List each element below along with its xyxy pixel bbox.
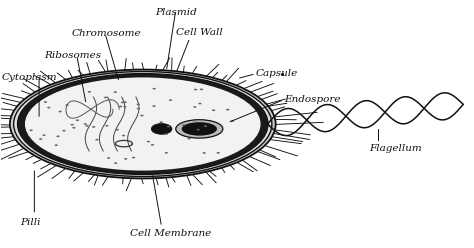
Ellipse shape xyxy=(104,97,107,98)
Ellipse shape xyxy=(88,91,91,93)
Ellipse shape xyxy=(217,152,220,154)
Ellipse shape xyxy=(193,106,197,108)
Text: Flagellum: Flagellum xyxy=(369,144,422,153)
Ellipse shape xyxy=(116,129,119,131)
Ellipse shape xyxy=(153,88,156,90)
Ellipse shape xyxy=(123,106,127,108)
Ellipse shape xyxy=(18,73,268,175)
Ellipse shape xyxy=(226,109,229,111)
Ellipse shape xyxy=(151,144,154,146)
Ellipse shape xyxy=(72,127,75,129)
Ellipse shape xyxy=(92,126,95,128)
Ellipse shape xyxy=(58,111,62,112)
Ellipse shape xyxy=(182,124,185,126)
Ellipse shape xyxy=(85,125,89,127)
Ellipse shape xyxy=(200,89,203,90)
Ellipse shape xyxy=(122,135,125,136)
Ellipse shape xyxy=(114,91,117,93)
Text: Cell Membrane: Cell Membrane xyxy=(130,229,212,238)
Ellipse shape xyxy=(212,109,215,111)
Text: Ribosomes: Ribosomes xyxy=(44,51,101,60)
Ellipse shape xyxy=(169,99,172,101)
Ellipse shape xyxy=(176,120,223,138)
Ellipse shape xyxy=(132,157,135,158)
Text: Plasmid: Plasmid xyxy=(155,7,197,17)
Ellipse shape xyxy=(204,125,207,127)
Text: Capsule: Capsule xyxy=(256,69,298,78)
Text: Cell Wall: Cell Wall xyxy=(176,28,223,37)
Ellipse shape xyxy=(124,101,127,103)
Ellipse shape xyxy=(140,115,144,116)
Ellipse shape xyxy=(47,107,50,108)
Ellipse shape xyxy=(147,141,150,142)
Ellipse shape xyxy=(197,129,200,130)
Ellipse shape xyxy=(114,162,118,164)
Ellipse shape xyxy=(137,108,140,109)
Text: Endospore: Endospore xyxy=(284,95,341,104)
Ellipse shape xyxy=(71,124,74,125)
Text: Chromosome: Chromosome xyxy=(72,29,142,38)
Ellipse shape xyxy=(124,158,128,160)
Ellipse shape xyxy=(198,103,201,104)
Ellipse shape xyxy=(107,157,110,159)
Ellipse shape xyxy=(182,122,217,136)
Ellipse shape xyxy=(121,102,124,103)
Ellipse shape xyxy=(187,138,191,139)
Ellipse shape xyxy=(193,121,196,123)
Ellipse shape xyxy=(167,126,170,127)
Ellipse shape xyxy=(119,106,122,107)
Ellipse shape xyxy=(105,125,109,127)
Ellipse shape xyxy=(39,138,42,140)
Ellipse shape xyxy=(202,152,206,154)
Ellipse shape xyxy=(55,144,58,146)
Ellipse shape xyxy=(164,133,168,135)
Ellipse shape xyxy=(194,89,197,91)
Ellipse shape xyxy=(56,135,60,137)
Ellipse shape xyxy=(62,130,65,131)
Ellipse shape xyxy=(84,123,87,125)
Ellipse shape xyxy=(164,152,168,154)
Text: Cytoplasm: Cytoplasm xyxy=(1,73,57,82)
Ellipse shape xyxy=(42,134,46,136)
Ellipse shape xyxy=(137,103,140,105)
Ellipse shape xyxy=(65,104,69,106)
Ellipse shape xyxy=(44,101,47,103)
Ellipse shape xyxy=(151,124,172,134)
Ellipse shape xyxy=(10,69,276,179)
Ellipse shape xyxy=(95,139,99,141)
Ellipse shape xyxy=(152,105,155,107)
Ellipse shape xyxy=(76,119,79,121)
Text: Pilli: Pilli xyxy=(20,217,41,227)
Ellipse shape xyxy=(29,129,33,131)
Ellipse shape xyxy=(14,71,272,177)
Ellipse shape xyxy=(25,77,261,171)
Ellipse shape xyxy=(231,120,234,122)
Ellipse shape xyxy=(160,121,163,123)
